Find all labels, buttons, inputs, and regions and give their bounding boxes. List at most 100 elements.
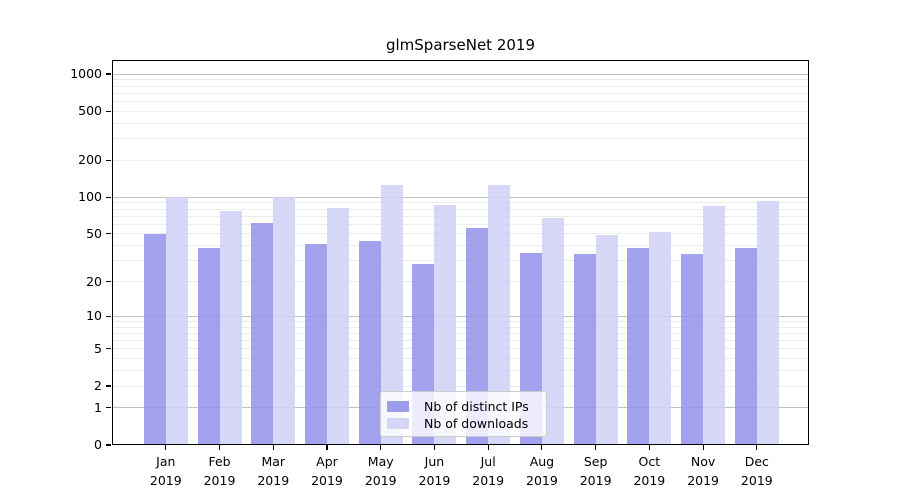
x-tick — [165, 445, 167, 450]
x-tick-label: Apr 2019 — [311, 454, 343, 488]
legend-swatch-distinct-ips — [387, 400, 409, 412]
x-tick-label: Dec 2019 — [740, 454, 773, 488]
x-tick — [272, 445, 274, 450]
gridline-major — [112, 196, 809, 198]
legend-label-downloads: Nb of downloads — [424, 415, 529, 431]
gridline-minor — [112, 326, 809, 328]
x-tick-label: May 2019 — [364, 454, 397, 488]
y-tick — [106, 280, 111, 283]
x-tick — [756, 445, 758, 450]
bar-nb-of-downloads-dec — [756, 200, 779, 445]
bar-nb-of-distinct-ips-sep — [573, 254, 596, 445]
y-tick — [106, 159, 111, 161]
chart-title: glmSparseNet 2019 — [385, 36, 536, 54]
y-tick — [106, 385, 111, 387]
gridline-minor — [112, 223, 809, 225]
y-tick — [106, 110, 111, 112]
bar-nb-of-downloads-nov — [703, 205, 726, 445]
x-tick — [433, 445, 436, 450]
y-tick-label: 10 — [86, 308, 102, 324]
bar-nb-of-distinct-ips-oct — [627, 248, 650, 445]
gridline-minor — [112, 260, 809, 262]
gridline-minor — [112, 122, 809, 124]
bar-nb-of-distinct-ips-nov — [681, 254, 704, 445]
gridline-minor — [112, 370, 809, 372]
x-tick — [326, 445, 328, 450]
legend-item-distinct-ips: Nb of distinct IPs — [387, 398, 537, 414]
gridline-minor — [112, 138, 809, 140]
gridline-minor — [112, 100, 809, 102]
y-tick-label: 5 — [94, 340, 102, 356]
x-tick-label: Mar 2019 — [257, 454, 290, 488]
x-tick — [541, 445, 543, 450]
bar-nb-of-distinct-ips-apr — [304, 244, 327, 445]
gridline-minor — [112, 281, 809, 283]
x-tick-label: Sep 2019 — [579, 454, 612, 488]
y-tick-label: 1 — [94, 399, 102, 415]
y-tick-label: 0 — [94, 437, 102, 452]
y-tick — [106, 73, 111, 75]
x-tick — [487, 445, 489, 450]
gridline-minor — [112, 340, 809, 342]
bar-nb-of-downloads-mar — [273, 197, 296, 445]
bar-nb-of-downloads-apr — [326, 207, 349, 445]
gridline-minor — [112, 332, 809, 334]
bar-nb-of-distinct-ips-dec — [734, 248, 757, 445]
legend-item-downloads: Nb of downloads — [387, 415, 537, 431]
x-tick — [380, 445, 382, 450]
y-tick-label: 1000 — [70, 66, 102, 82]
bar-nb-of-distinct-ips-may — [358, 240, 381, 445]
y-tick — [106, 444, 111, 446]
x-tick-label: Jun 2019 — [418, 454, 451, 488]
gridline-minor — [112, 358, 809, 360]
bar-nb-of-distinct-ips-feb — [197, 248, 220, 445]
y-tick — [106, 233, 111, 235]
bar-nb-of-downloads-jan — [165, 197, 188, 445]
y-tick-label: 100 — [78, 189, 102, 205]
legend: Nb of distinct IPs Nb of downloads — [380, 391, 547, 437]
gridline-minor — [112, 110, 809, 112]
gridline-minor — [112, 320, 809, 322]
x-tick — [648, 445, 650, 450]
y-tick-label: 50 — [86, 225, 102, 241]
legend-label-distinct-ips: Nb of distinct IPs — [424, 398, 529, 414]
y-tick-label: 200 — [78, 152, 102, 168]
gridline-minor — [112, 159, 809, 161]
gridline-major — [112, 73, 809, 75]
x-tick-label: Jul 2019 — [472, 454, 505, 488]
bar-nb-of-downloads-feb — [219, 211, 242, 445]
bar-nb-of-downloads-sep — [595, 234, 618, 445]
gridline-minor — [112, 85, 809, 87]
y-tick-label: 500 — [78, 103, 102, 119]
y-tick — [106, 196, 111, 198]
bar-nb-of-downloads-may — [380, 185, 403, 445]
x-tick — [595, 445, 597, 450]
x-tick-label: Nov 2019 — [687, 454, 719, 488]
y-tick — [106, 315, 111, 317]
bar-nb-of-downloads-oct — [649, 231, 672, 445]
gridline-minor — [112, 202, 809, 204]
gridline-minor — [112, 208, 809, 210]
y-tick — [106, 348, 111, 350]
gridline-major — [112, 315, 809, 317]
gridline-minor — [112, 92, 809, 94]
x-tick-label: Jan 2019 — [149, 454, 182, 488]
bar-nb-of-downloads-aug — [541, 217, 564, 445]
legend-swatch-downloads — [387, 417, 409, 429]
gridline-minor — [112, 245, 809, 247]
x-tick-label: Feb 2019 — [203, 454, 236, 488]
bar-nb-of-distinct-ips-jul — [466, 227, 489, 445]
y-tick-label: 2 — [94, 378, 102, 394]
y-tick — [106, 407, 111, 409]
x-tick-label: Aug 2019 — [526, 454, 558, 488]
bar-nb-of-distinct-ips-jan — [143, 233, 166, 445]
gridline-minor — [112, 348, 809, 350]
gridline-minor — [112, 79, 809, 81]
y-tick-label: 20 — [86, 273, 102, 289]
x-tick-label: Oct 2019 — [633, 454, 666, 488]
gridline-minor — [112, 233, 809, 235]
x-tick — [218, 445, 221, 450]
bar-nb-of-downloads-jul — [488, 185, 511, 445]
